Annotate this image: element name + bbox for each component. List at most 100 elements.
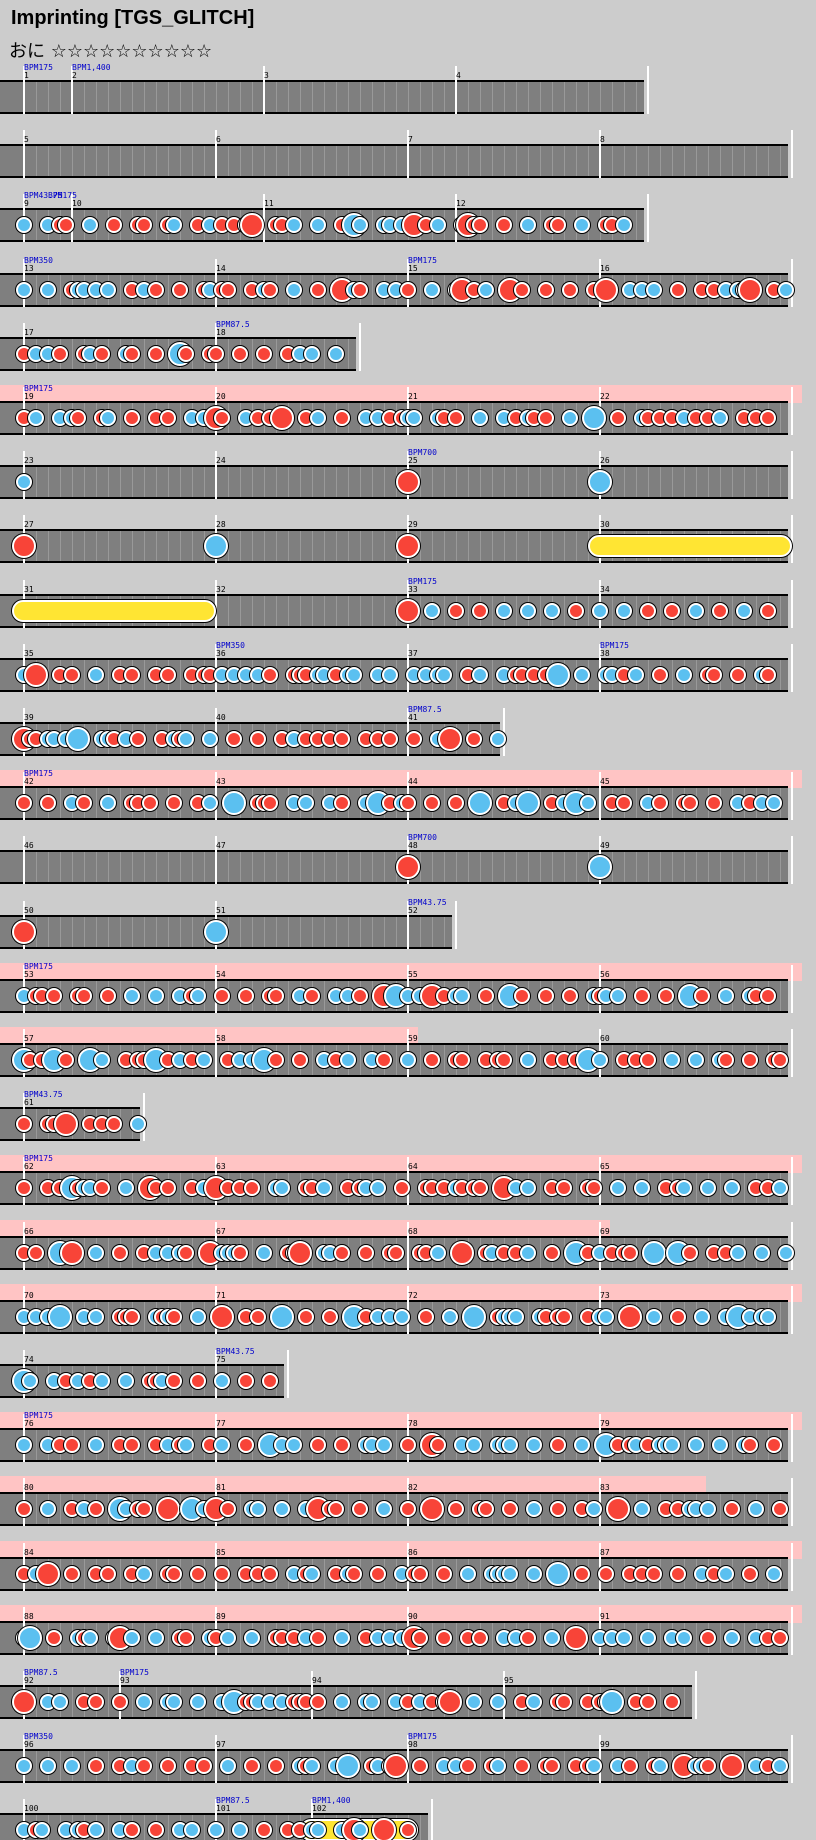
subdivision xyxy=(372,467,373,498)
subdivision xyxy=(780,1301,781,1332)
don-note xyxy=(310,1694,326,1710)
subdivision xyxy=(672,852,673,883)
don-note xyxy=(262,795,278,812)
measure-number: 44 xyxy=(408,777,418,787)
subdivision xyxy=(276,531,277,562)
measure-number: 10 xyxy=(72,199,82,209)
measure-number: 41 xyxy=(408,713,418,722)
measure-number: 23 xyxy=(24,456,34,466)
ka-note xyxy=(148,1629,164,1646)
measure-number: 86 xyxy=(408,1547,418,1557)
bpm-marker: BPM1,400 xyxy=(312,1796,351,1806)
barline xyxy=(791,1606,793,1655)
subdivision xyxy=(300,531,301,562)
subdivision xyxy=(672,467,673,498)
subdivision xyxy=(396,1430,397,1461)
don-note xyxy=(574,1565,590,1582)
ka-note xyxy=(766,1565,782,1582)
subdivision xyxy=(324,338,325,369)
subdivision xyxy=(420,916,421,947)
don-note xyxy=(658,987,674,1004)
subdivision xyxy=(240,1494,241,1525)
ka-big-note xyxy=(546,1561,570,1586)
ka-note xyxy=(454,987,470,1004)
measure-number: 90 xyxy=(408,1611,418,1621)
subdivision xyxy=(780,980,781,1011)
barline xyxy=(455,900,457,949)
measure-number: 61 xyxy=(24,1098,34,1108)
don-note xyxy=(352,281,368,298)
don-note xyxy=(64,666,80,683)
don-big-note xyxy=(12,1690,36,1714)
ka-big-note xyxy=(336,1754,360,1779)
subdivision xyxy=(264,146,265,177)
subdivision xyxy=(324,595,325,626)
don-note xyxy=(556,1694,572,1710)
subdivision xyxy=(156,916,157,947)
don-note xyxy=(706,666,722,683)
barline xyxy=(791,964,793,1013)
subdivision xyxy=(384,146,385,177)
barline xyxy=(791,1221,793,1270)
subdivision xyxy=(60,467,61,498)
difficulty-label: おに xyxy=(9,41,45,62)
don-note xyxy=(556,1308,572,1325)
don-big-note xyxy=(738,277,762,302)
measure-number: 7 xyxy=(408,135,413,145)
subdivision xyxy=(516,467,517,498)
subdivision xyxy=(444,788,445,819)
measure-number: 34 xyxy=(600,584,610,594)
don-big-note xyxy=(384,1754,408,1779)
don-note xyxy=(94,1180,110,1197)
bpm-marker: BPM175 xyxy=(24,384,53,393)
subdivision xyxy=(168,916,169,947)
subdivision xyxy=(300,467,301,498)
barline xyxy=(599,772,601,821)
subdivision xyxy=(348,531,349,562)
subdivision xyxy=(540,1622,541,1653)
subdivision xyxy=(444,595,445,626)
subdivision xyxy=(324,1751,325,1782)
subdivision xyxy=(552,531,553,562)
subdivision xyxy=(84,659,85,690)
subdivision xyxy=(468,146,469,177)
ka-note xyxy=(610,1180,626,1197)
subdivision xyxy=(768,852,769,883)
barline xyxy=(215,836,217,885)
measure-number: 96 xyxy=(24,1740,34,1750)
bpm-marker: BPM175 xyxy=(600,640,629,650)
ka-note xyxy=(334,1629,350,1646)
subdivision xyxy=(660,146,661,177)
don-note xyxy=(742,1052,758,1068)
don-note xyxy=(16,1180,32,1197)
bpm-marker: BPM87.5 xyxy=(216,1796,250,1806)
barline xyxy=(215,451,217,500)
subdivision xyxy=(492,403,493,433)
subdivision xyxy=(132,852,133,883)
ka-note xyxy=(178,731,194,747)
ka-note xyxy=(694,1308,710,1325)
subdivision xyxy=(240,595,241,626)
subdivision xyxy=(504,146,505,177)
subdivision xyxy=(84,531,85,562)
don-big-note xyxy=(54,1112,78,1137)
subdivision xyxy=(120,980,121,1011)
subdivision xyxy=(708,1045,709,1075)
don-note xyxy=(700,1629,716,1646)
subdivision xyxy=(60,852,61,883)
subdivision xyxy=(240,531,241,562)
subdivision xyxy=(264,531,265,562)
ka-note xyxy=(304,345,320,362)
bpm-marker: BPM350 xyxy=(24,1732,53,1742)
measure-number: 88 xyxy=(24,1611,34,1621)
subdivision xyxy=(228,82,229,112)
ka-note xyxy=(520,1244,536,1261)
don-note xyxy=(382,731,398,747)
subdivision xyxy=(48,146,49,177)
subdivision xyxy=(420,274,421,305)
subdivision xyxy=(480,467,481,498)
subdivision xyxy=(492,788,493,819)
subdivision xyxy=(252,467,253,498)
subdivision xyxy=(180,146,181,177)
barline xyxy=(407,900,409,949)
